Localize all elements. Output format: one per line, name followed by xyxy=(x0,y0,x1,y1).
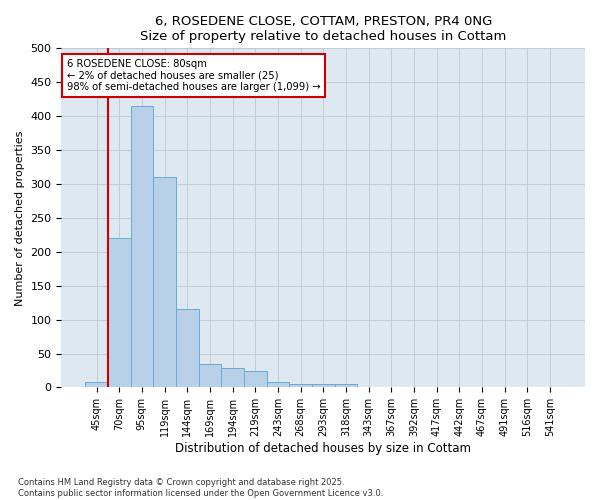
X-axis label: Distribution of detached houses by size in Cottam: Distribution of detached houses by size … xyxy=(175,442,471,455)
Bar xyxy=(289,384,312,388)
Bar xyxy=(199,364,221,388)
Title: 6, ROSEDENE CLOSE, COTTAM, PRESTON, PR4 0NG
Size of property relative to detache: 6, ROSEDENE CLOSE, COTTAM, PRESTON, PR4 … xyxy=(140,15,506,43)
Text: 6 ROSEDENE CLOSE: 80sqm
← 2% of detached houses are smaller (25)
98% of semi-det: 6 ROSEDENE CLOSE: 80sqm ← 2% of detached… xyxy=(67,58,320,92)
Bar xyxy=(335,384,357,388)
Bar xyxy=(266,382,289,388)
Y-axis label: Number of detached properties: Number of detached properties xyxy=(15,130,25,306)
Bar xyxy=(153,177,176,388)
Bar xyxy=(108,238,131,388)
Bar xyxy=(312,384,335,388)
Bar xyxy=(176,310,199,388)
Bar xyxy=(85,382,108,388)
Bar xyxy=(244,370,266,388)
Bar xyxy=(221,368,244,388)
Bar xyxy=(131,106,153,388)
Text: Contains HM Land Registry data © Crown copyright and database right 2025.
Contai: Contains HM Land Registry data © Crown c… xyxy=(18,478,383,498)
